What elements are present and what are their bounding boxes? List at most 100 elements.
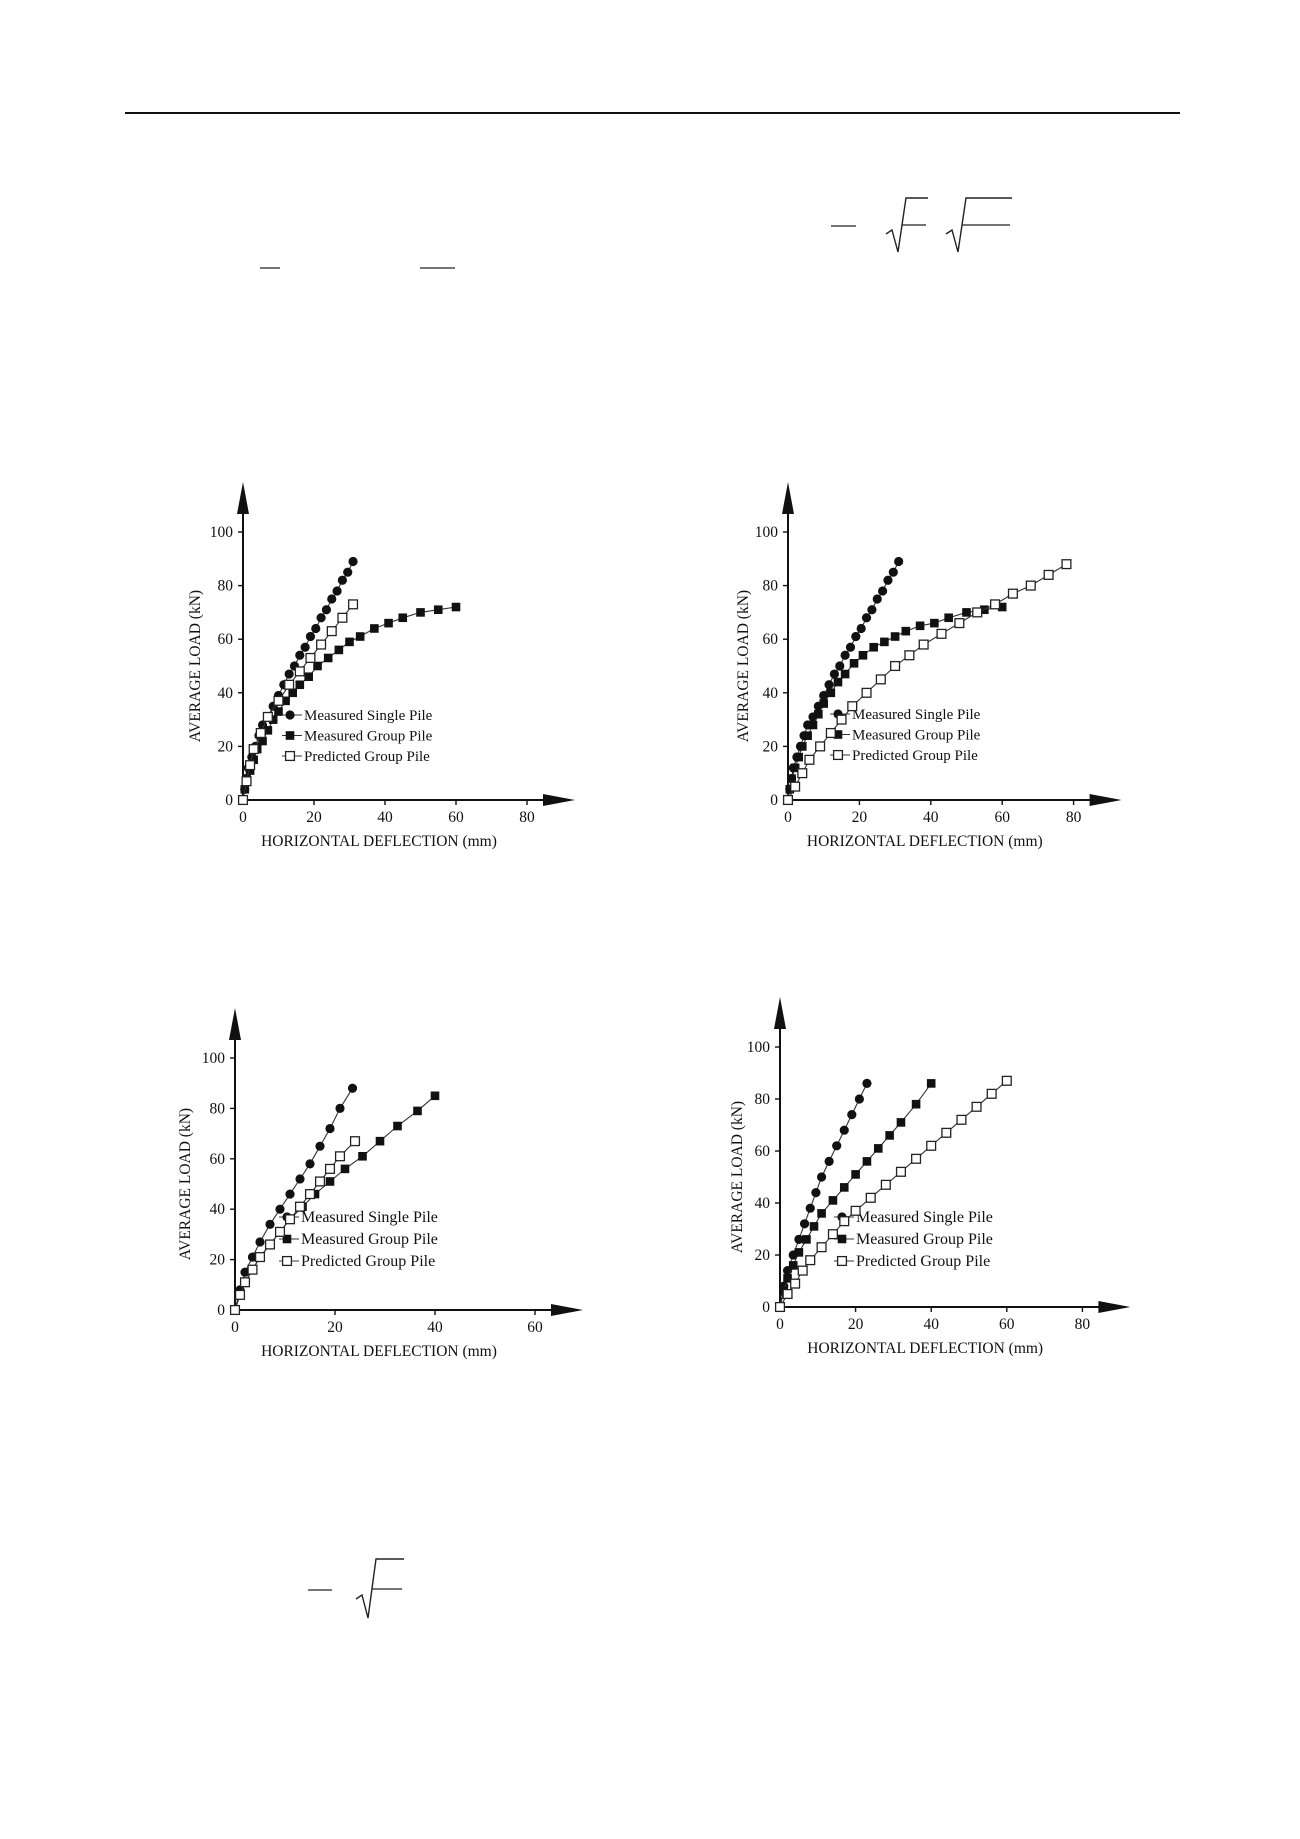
legend-label: Measured Group Pile [304,729,433,745]
data-point [314,1176,326,1187]
y-tick-label: 40 [763,685,779,702]
data-point [332,586,342,596]
x-tick-label: 60 [999,1316,1015,1333]
data-point [861,687,872,698]
data-point [355,632,365,641]
data-point [337,575,347,585]
x-axis-arrow [543,794,575,806]
y-tick-label: 0 [225,792,233,809]
data-point [794,1248,804,1257]
data-point [247,1264,258,1275]
data-point [284,679,295,690]
data-point [326,626,337,637]
data-point [944,613,953,623]
data-point [856,623,866,634]
data-point [894,556,904,567]
data-point [956,1114,967,1125]
y-tick-label: 100 [755,524,779,541]
data-point [971,1101,982,1112]
legend-marker [281,1255,293,1267]
data-point [305,1159,315,1169]
data-point [836,714,847,725]
data-point [241,776,252,787]
data-point [316,613,326,623]
data-point [249,755,258,765]
y-axis-arrow [229,1008,241,1040]
y-tick-label: 20 [763,738,779,755]
data-point [896,1118,906,1127]
data-point [880,1179,891,1190]
data-point [825,727,836,739]
data-point [918,639,929,650]
data-point [1043,569,1054,580]
data-point [888,567,898,577]
data-point [274,707,283,716]
legend-label: Measured Group Pile [852,728,981,744]
data-point [275,1204,285,1214]
data-point [819,690,829,701]
data-point [311,623,321,634]
y-tick-label: 60 [755,1143,771,1160]
chart-panel-3: 0 20 40 60 0 20 40 60 80 100 HORIZONTAL DEFLECTION… [177,1008,583,1360]
data-point [862,1157,872,1166]
legend-label: Measured Single Pile [304,708,433,724]
y-tick-label: 40 [218,685,234,702]
legend-marker [837,1234,847,1244]
legend-marker [285,710,295,720]
data-point [839,1216,850,1227]
legend-marker [833,730,843,739]
data-point [1025,580,1036,591]
y-tick-label: 80 [763,578,779,595]
data-point [347,1083,358,1093]
data-point [862,1078,872,1088]
y-tick-label: 20 [755,1247,771,1264]
data-point [262,711,273,722]
data-point [255,727,266,739]
data-point [880,637,889,647]
series-group [237,599,359,806]
data-point [348,556,358,567]
data-point [416,608,425,617]
data-point [1007,588,1018,599]
data-point [872,594,882,604]
data-point [814,709,823,719]
data-point [258,736,267,746]
header-rule [125,112,1180,114]
data-point [323,653,333,663]
y-tick-label: 40 [755,1195,771,1212]
data-point [300,642,310,652]
y-axis-label: AVERAGE LOAD (kN) [187,590,204,742]
data-point [890,632,900,641]
data-point [347,599,359,610]
data-point [358,1151,367,1161]
data-point [304,1189,316,1200]
x-tick-label: 40 [377,809,393,826]
data-point [783,1274,792,1283]
legend-label: Predicted Group Pile [304,749,430,765]
series-group [774,1075,1012,1313]
data-point [304,672,313,682]
data-point [349,1136,361,1147]
data-point [284,1214,296,1225]
data-point [294,1201,306,1212]
x-tick-label: 20 [852,809,868,826]
x-axis-arrow [1089,794,1122,806]
data-point [305,652,316,664]
data-point [839,1183,849,1192]
data-point [911,1099,921,1109]
data-point [809,1222,819,1231]
legend-label: Predicted Group Pile [301,1253,435,1270]
data-point [826,688,836,698]
data-point [997,602,1007,612]
data-point [797,742,807,751]
data-point [816,1172,827,1182]
data-point [255,1237,265,1247]
data-point [865,1192,876,1203]
y-axis-label: AVERAGE LOAD (kN) [177,1108,194,1260]
data-point [316,639,327,650]
data-point [799,1219,810,1229]
data-point [245,760,256,771]
data-point [895,1166,907,1177]
x-tick-label: 20 [306,809,322,826]
data-point [858,650,868,660]
